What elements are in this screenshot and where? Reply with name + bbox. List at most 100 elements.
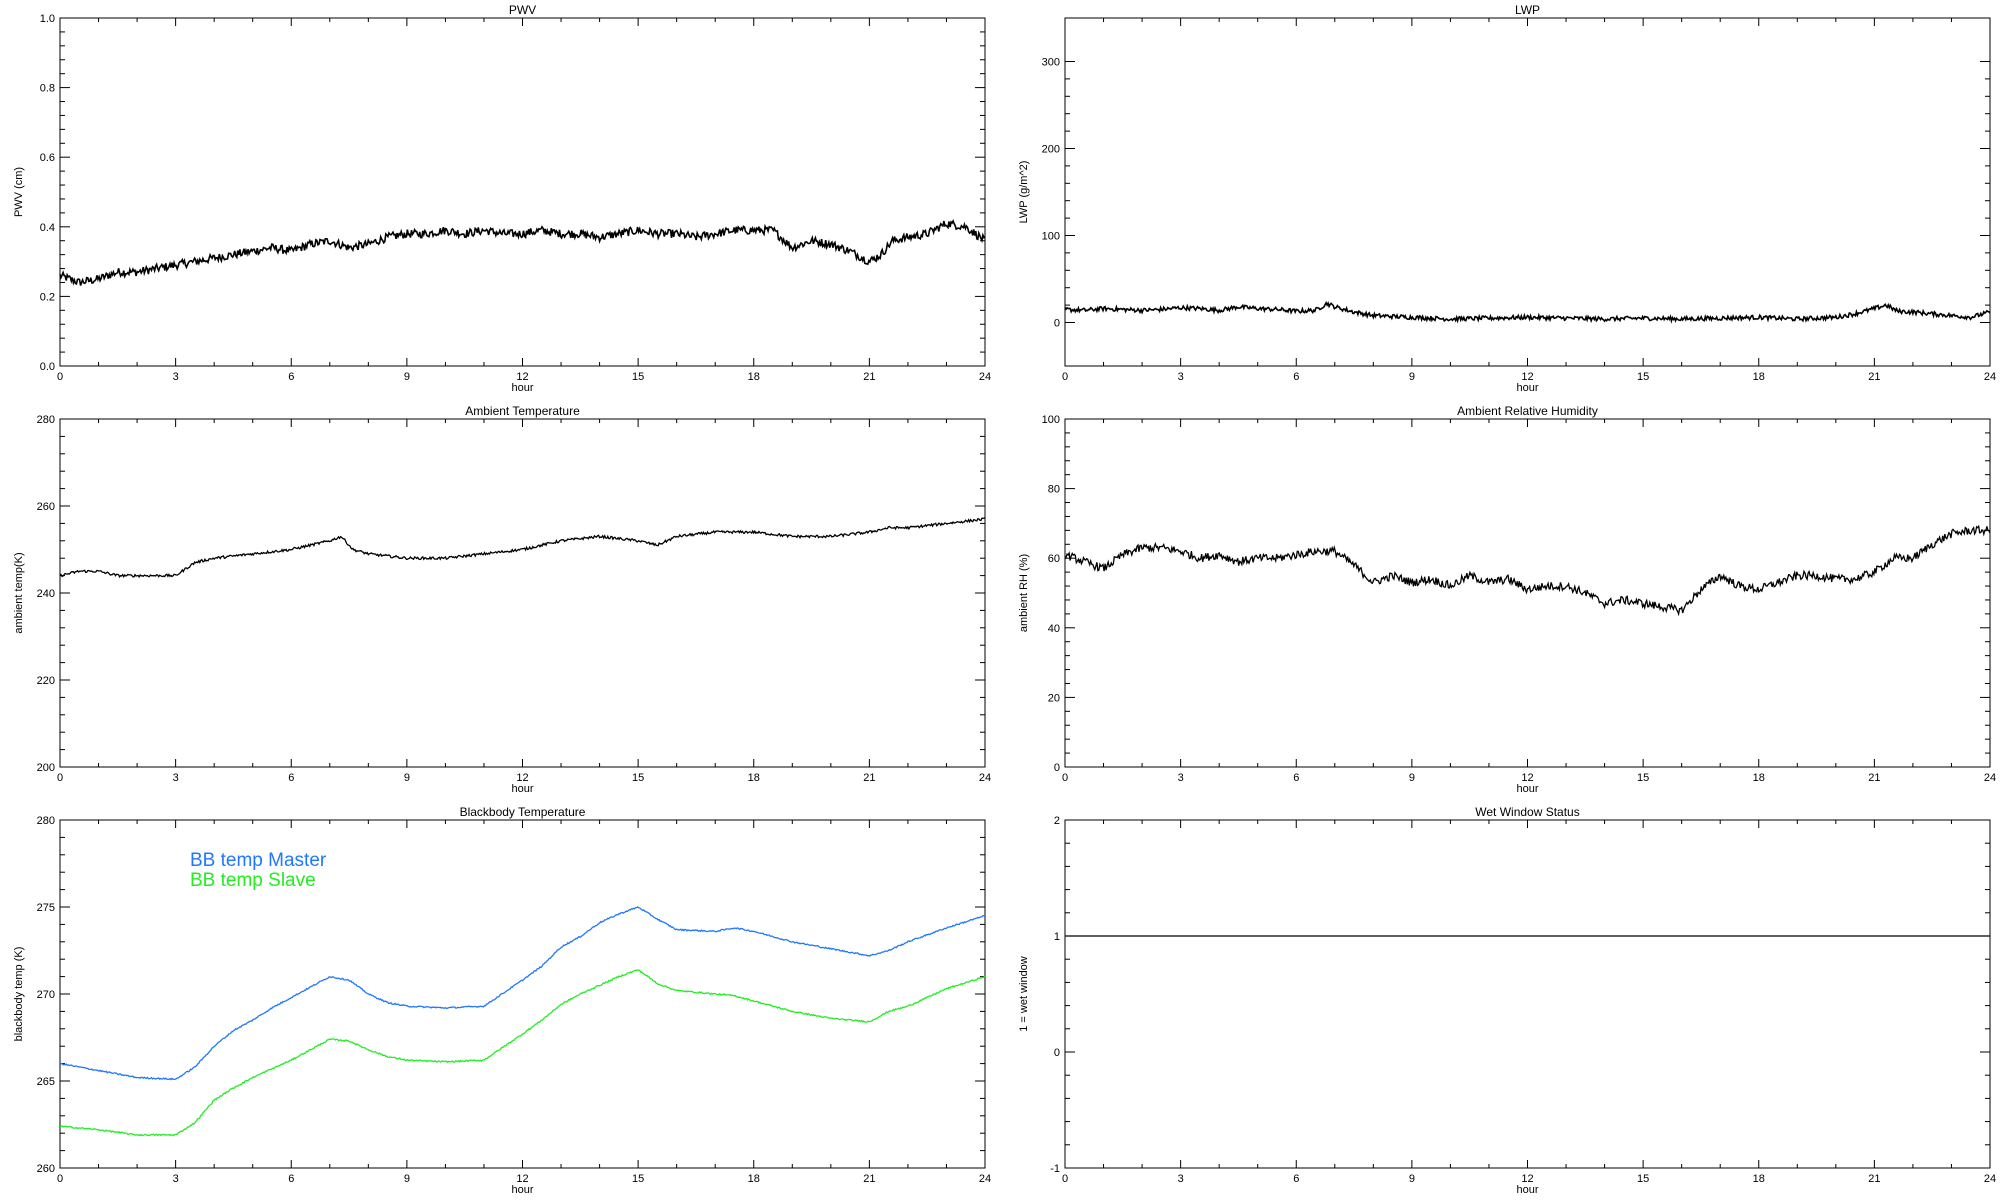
y-tick-label: 80 — [1048, 484, 1060, 496]
x-tick-label: 9 — [404, 772, 410, 784]
y-tick-label: 1.0 — [40, 13, 55, 25]
x-tick-label: 12 — [1521, 1173, 1533, 1185]
x-tick-label: 6 — [1293, 1173, 1299, 1185]
x-tick-label: 21 — [1868, 1173, 1880, 1185]
chart-panel-4: Blackbody Temperature 0 3 6 9 12 15 18 21 24 hour 2… — [13, 805, 991, 1196]
x-tick-label: 0 — [1062, 772, 1068, 784]
x-tick-label: 6 — [1293, 772, 1299, 784]
y-axis-label: ambient RH (%) — [1018, 554, 1030, 632]
x-tick-label: 24 — [979, 1173, 991, 1185]
chart-title: Ambient Relative Humidity — [1457, 404, 1598, 418]
x-tick-label: 18 — [1753, 371, 1765, 383]
x-tick-label: 3 — [1178, 371, 1184, 383]
x-axis-label: hour — [511, 1184, 533, 1196]
plot-frame — [1064, 418, 1991, 768]
x-tick-label: 18 — [748, 772, 760, 784]
y-tick-label: 0 — [1054, 318, 1060, 330]
x-tick-label: 12 — [516, 772, 528, 784]
chart-title: PWV — [509, 3, 536, 17]
series-line-0 — [1064, 300, 1991, 324]
x-tick-label: 24 — [1984, 371, 1996, 383]
x-tick-label: 15 — [632, 371, 644, 383]
x-tick-label: 6 — [288, 772, 294, 784]
x-tick-label: 12 — [516, 371, 528, 383]
x-tick-label: 15 — [1637, 1173, 1649, 1185]
y-tick-label: 0.4 — [40, 222, 55, 234]
x-tick-label: 0 — [1062, 1173, 1068, 1185]
chart-title: Wet Window Status — [1475, 805, 1579, 819]
x-tick-label: 3 — [173, 772, 179, 784]
x-tick-label: 24 — [1984, 772, 1996, 784]
series-line-1 — [59, 969, 986, 1137]
x-tick-label: 12 — [516, 1173, 528, 1185]
chart-title: LWP — [1515, 3, 1540, 17]
x-tick-label: 18 — [748, 371, 760, 383]
x-tick-label: 18 — [1753, 772, 1765, 784]
y-tick-label: 240 — [37, 588, 55, 600]
y-tick-label: 280 — [37, 414, 55, 426]
series-line-0 — [59, 219, 986, 286]
x-tick-label: 21 — [863, 772, 875, 784]
x-tick-label: 0 — [57, 772, 63, 784]
y-tick-label: 260 — [37, 501, 55, 513]
x-tick-label: 3 — [1178, 1173, 1184, 1185]
x-tick-label: 3 — [173, 1173, 179, 1185]
x-tick-label: 9 — [1409, 371, 1415, 383]
x-tick-label: 9 — [404, 1173, 410, 1185]
x-axis-label: hour — [1516, 382, 1538, 394]
x-axis-label: hour — [1516, 783, 1538, 795]
x-axis-label: hour — [511, 382, 533, 394]
y-tick-label: 200 — [1042, 144, 1060, 156]
plot-frame — [59, 418, 986, 768]
x-tick-label: 12 — [1521, 371, 1533, 383]
x-tick-label: 15 — [632, 1173, 644, 1185]
chart-title: Blackbody Temperature — [460, 805, 586, 819]
x-tick-label: 15 — [1637, 371, 1649, 383]
plot-frame — [1064, 819, 1991, 1169]
y-tick-label: 20 — [1048, 692, 1060, 704]
x-tick-label: 15 — [1637, 772, 1649, 784]
series-line-0 — [59, 906, 986, 1081]
y-axis-label: PWV (cm) — [13, 167, 25, 217]
x-tick-label: 6 — [288, 371, 294, 383]
x-axis-label: hour — [511, 783, 533, 795]
chart-panel-1: LWP 0 3 6 9 12 15 18 21 24 hour 0 100 200 300 LWP (g/m^… — [1018, 3, 1996, 394]
x-tick-label: 24 — [1984, 1173, 1996, 1185]
x-tick-label: 3 — [173, 371, 179, 383]
chart-title: Ambient Temperature — [465, 404, 580, 418]
y-tick-label: 0 — [1054, 1047, 1060, 1059]
x-tick-label: 12 — [1521, 772, 1533, 784]
y-tick-label: -1 — [1050, 1163, 1060, 1175]
y-axis-label: 1 = wet window — [1018, 956, 1030, 1032]
y-tick-label: 220 — [37, 675, 55, 687]
x-tick-label: 21 — [1868, 772, 1880, 784]
x-tick-label: 6 — [1293, 371, 1299, 383]
chart-panel-0: PWV 0 3 6 9 12 15 18 21 24 hour 0.0 0.2 0.4 0.6 0.8 1.0 P… — [13, 3, 991, 394]
x-tick-label: 0 — [57, 1173, 63, 1185]
x-tick-label: 21 — [863, 371, 875, 383]
x-tick-label: 9 — [1409, 772, 1415, 784]
y-tick-label: 270 — [37, 989, 55, 1001]
series-line-0 — [1064, 524, 1991, 617]
x-tick-label: 18 — [1753, 1173, 1765, 1185]
x-axis-label: hour — [1516, 1184, 1538, 1196]
y-tick-label: 100 — [1042, 414, 1060, 426]
x-tick-label: 18 — [748, 1173, 760, 1185]
y-tick-label: 0.8 — [40, 83, 55, 95]
y-tick-label: 1 — [1054, 931, 1060, 943]
x-tick-label: 15 — [632, 772, 644, 784]
chart-panel-3: Ambient Relative Humidity 0 3 6 9 12 15 18 21 24 h… — [1018, 404, 1996, 795]
y-axis-label: ambient temp(K) — [13, 552, 25, 633]
x-tick-label: 9 — [1409, 1173, 1415, 1185]
x-tick-label: 21 — [863, 1173, 875, 1185]
y-axis-label: blackbody temp (K) — [13, 947, 25, 1042]
x-tick-label: 3 — [1178, 772, 1184, 784]
x-tick-label: 0 — [57, 371, 63, 383]
y-tick-label: 200 — [37, 762, 55, 774]
x-tick-label: 6 — [288, 1173, 294, 1185]
y-tick-label: 60 — [1048, 553, 1060, 565]
legend-entry-0: BB temp Master — [190, 850, 327, 871]
x-tick-label: 24 — [979, 772, 991, 784]
legend-entry-1: BB temp Slave — [190, 870, 316, 891]
